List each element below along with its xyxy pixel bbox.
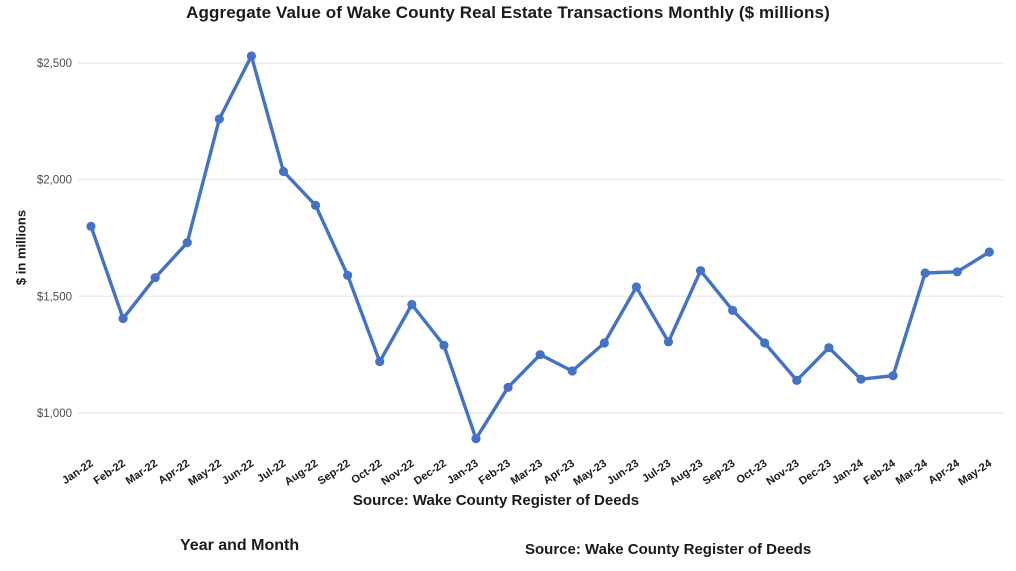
y-tick-label: $1,000 (37, 408, 72, 420)
data-line (89, 54, 991, 441)
data-point (86, 221, 96, 231)
x-tick-label: Jun-23 (605, 458, 641, 488)
data-point (471, 434, 481, 444)
x-tick-label: Feb-22 (92, 458, 128, 488)
x-tick-label: Apr-22 (156, 458, 192, 487)
data-point (663, 337, 674, 347)
data-point (599, 338, 609, 348)
data-point (920, 268, 930, 278)
data-point (824, 343, 834, 353)
x-tick-label: May-22 (186, 458, 224, 489)
data-point (792, 375, 802, 385)
x-tick-label: Feb-23 (477, 458, 513, 488)
data-point (278, 166, 289, 177)
data-point (535, 350, 545, 360)
data-point (567, 366, 577, 376)
line-chart: $2,500$2,000$1,500$1,000Jan-22Feb-22Mar-… (37, 51, 1004, 489)
x-tick-label: Jan-22 (60, 458, 96, 487)
y-tick-label: $2,000 (37, 175, 72, 187)
x-tick-label: Jan-23 (445, 458, 481, 487)
x-tick-label: Oct-22 (349, 458, 384, 487)
footer-source-label: Source: Wake County Register of Deeds (525, 541, 812, 558)
x-tick-label: Dec-22 (412, 458, 449, 488)
data-point (728, 305, 738, 315)
x-axis-caption: Source: Wake County Register of Deeds (352, 492, 640, 509)
data-point (439, 340, 449, 350)
footer-axis-label: Year and Month (180, 537, 300, 554)
x-tick-label: Mar-24 (894, 457, 931, 487)
data-point (760, 338, 770, 348)
data-point (118, 313, 128, 324)
x-tick-label: Nov-22 (379, 458, 416, 488)
x-tick-label: May-23 (571, 458, 609, 489)
chart-title: Aggregate Value of Wake County Real Esta… (186, 3, 830, 22)
x-tick-label: Dec-23 (797, 458, 834, 488)
x-tick-label: Sep-22 (316, 458, 353, 488)
x-tick-label: Apr-23 (541, 458, 577, 487)
x-tick-label: Oct-23 (734, 458, 769, 487)
x-tick-label: Feb-24 (862, 457, 899, 487)
data-point (407, 299, 417, 310)
x-tick-label: Mar-22 (124, 458, 160, 488)
data-point (888, 371, 898, 381)
x-tick-label: Jul-22 (255, 458, 288, 486)
data-point (214, 114, 224, 124)
data-point (246, 51, 257, 61)
data-point (952, 267, 962, 277)
x-tick-label: Aug-22 (283, 458, 321, 489)
y-tick-label: $2,500 (37, 58, 72, 70)
x-tick-label: Sep-23 (701, 458, 738, 488)
x-tick-label: May-24 (956, 457, 994, 488)
x-tick-label: Jul-23 (640, 458, 673, 486)
data-point (631, 282, 641, 292)
x-tick-label: Aug-23 (668, 458, 706, 489)
data-point (503, 382, 513, 392)
data-point (856, 374, 866, 384)
data-point (150, 273, 160, 283)
data-point (310, 200, 321, 210)
x-tick-label: Mar-23 (509, 458, 545, 488)
y-tick-label: $1,500 (37, 291, 72, 303)
data-point (182, 238, 192, 248)
x-tick-label: Nov-23 (764, 458, 801, 488)
data-point (375, 357, 385, 367)
data-point (984, 247, 994, 257)
x-tick-label: Jun-22 (220, 458, 256, 488)
x-tick-label: Apr-24 (926, 457, 962, 487)
data-point (695, 266, 706, 276)
data-point (343, 270, 353, 280)
x-tick-label: Jan-24 (830, 457, 866, 487)
